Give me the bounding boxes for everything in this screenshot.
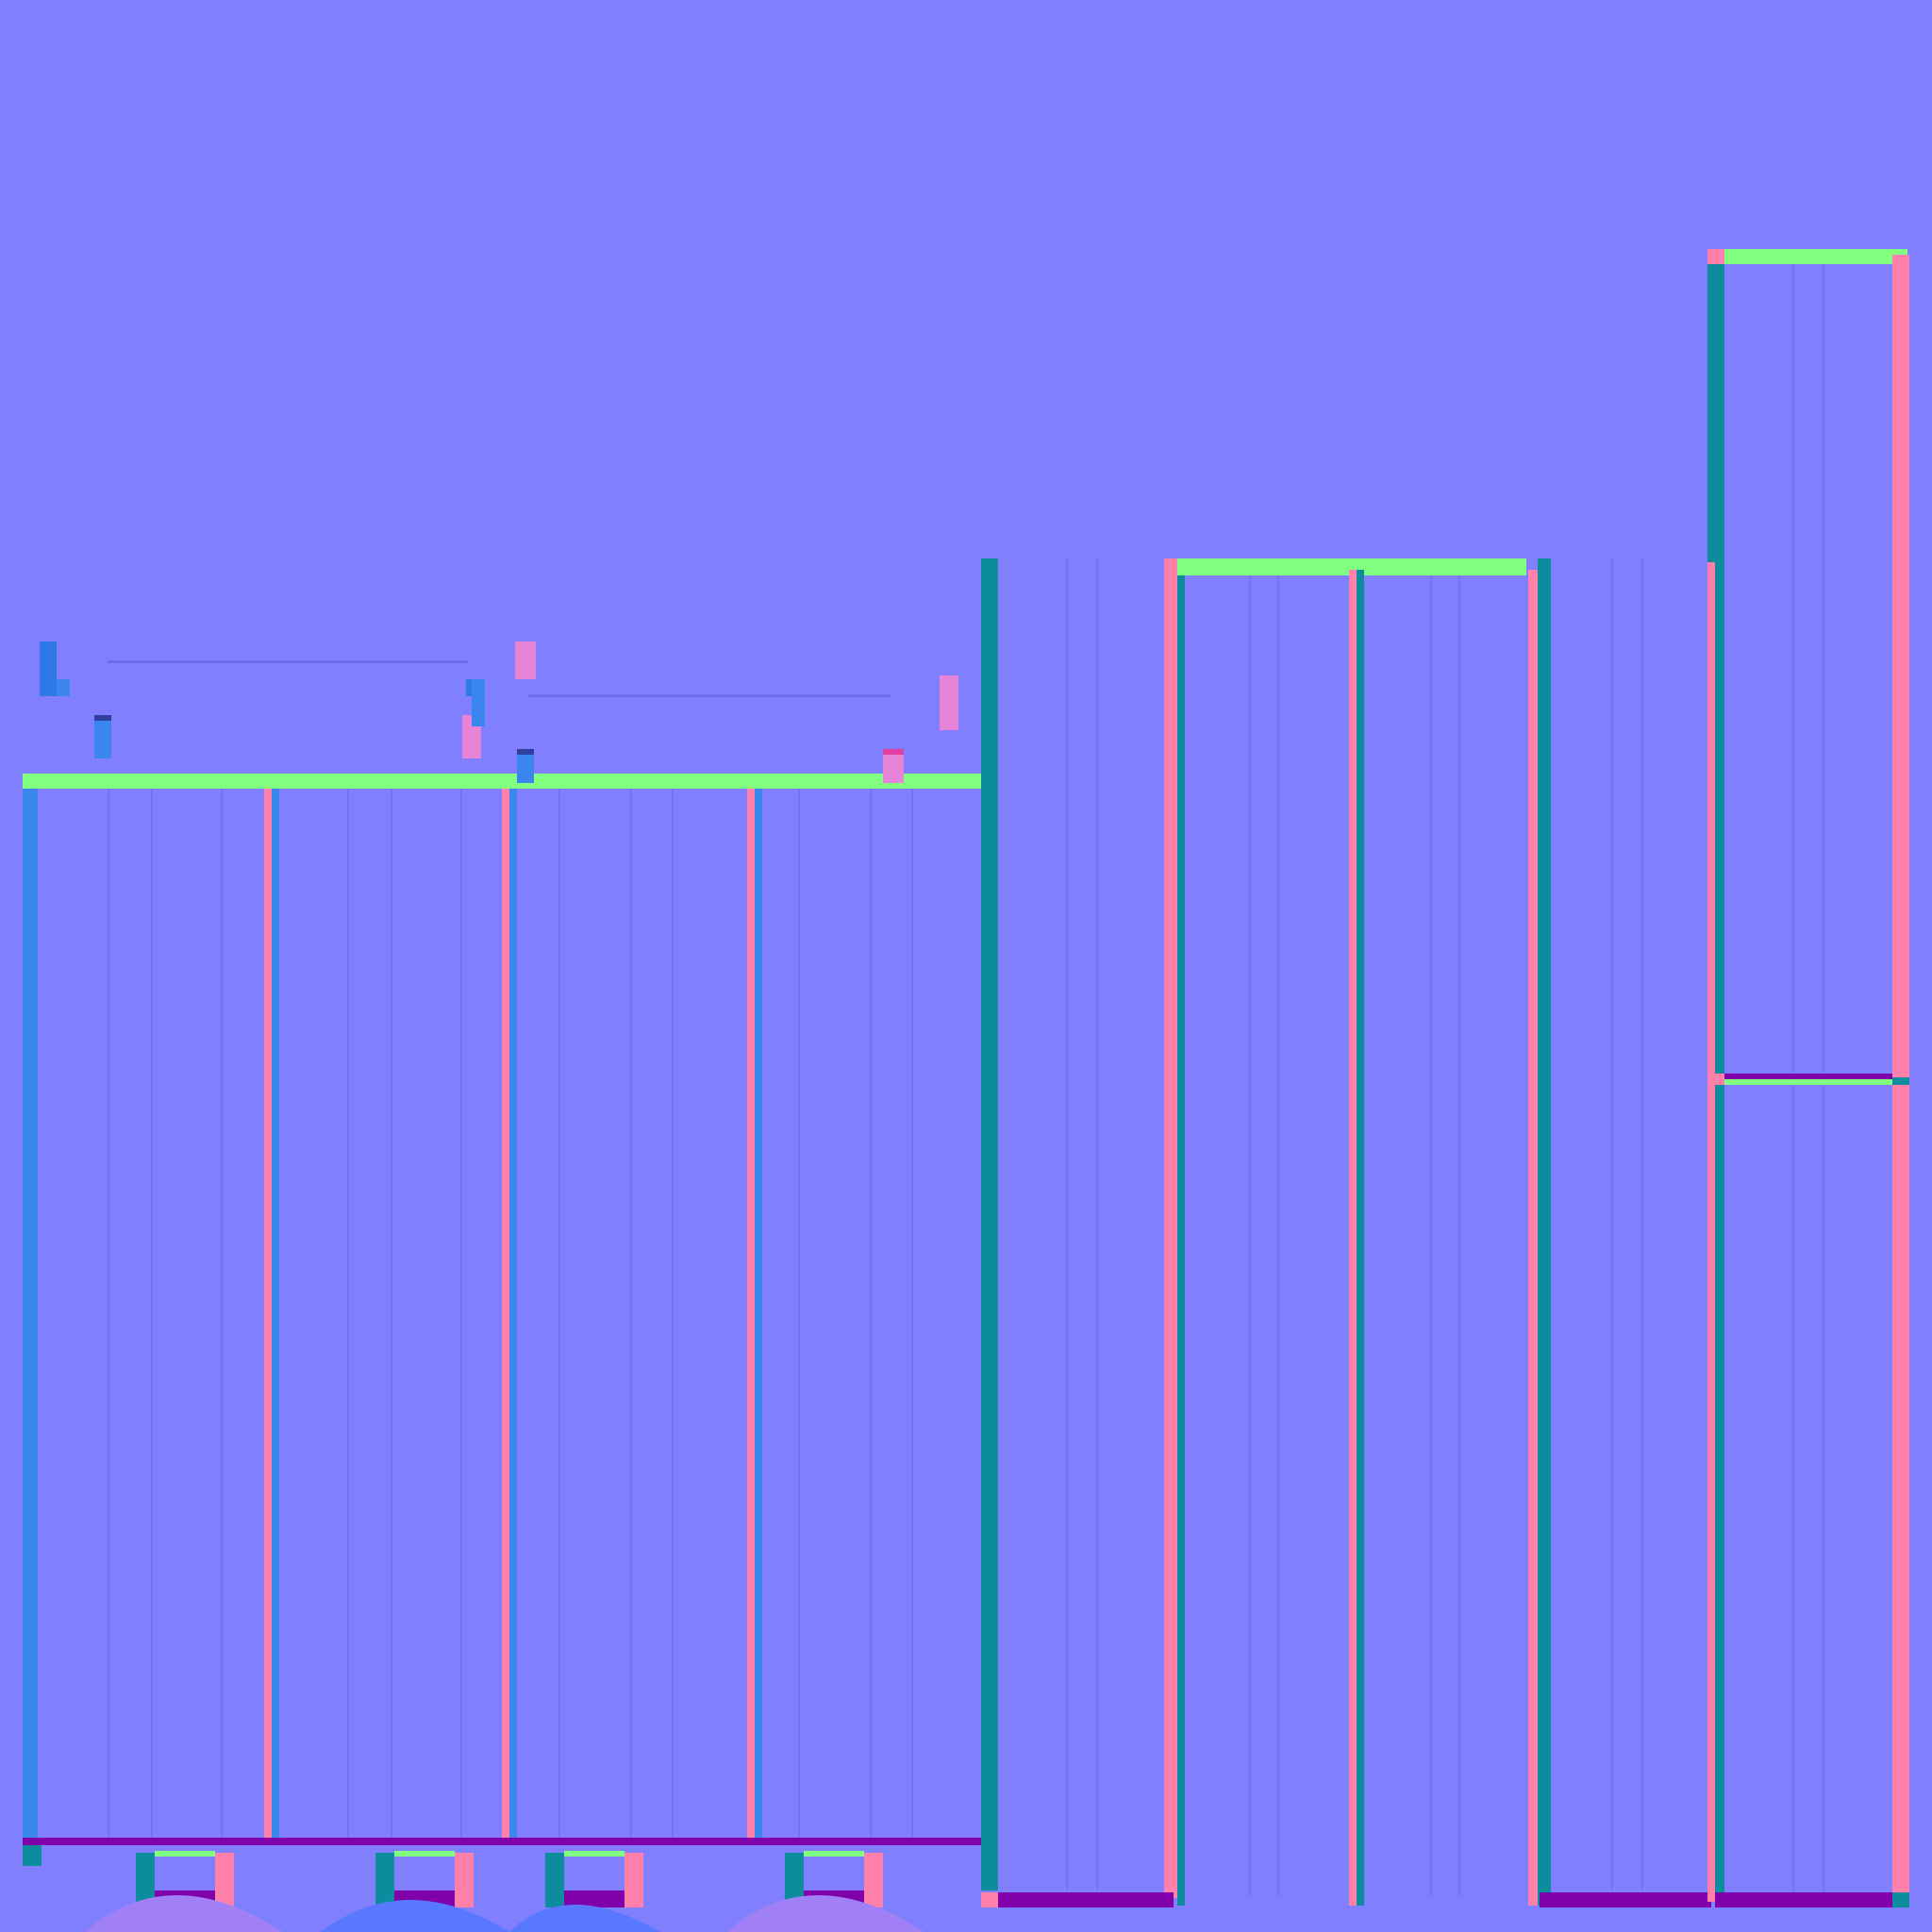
right-bottom-strip bbox=[1715, 1892, 1894, 1907]
slab-left-edge-5 bbox=[509, 789, 517, 1843]
slab-left-bottom-corner-l bbox=[23, 1845, 42, 1866]
slab-left-edge-4 bbox=[502, 789, 509, 1843]
slab-left-edge-6 bbox=[747, 789, 755, 1843]
mid-bottom-strip-b bbox=[1540, 1892, 1711, 1907]
handle-2 bbox=[472, 641, 958, 783]
mid-grooves-d bbox=[1611, 558, 1643, 1890]
foot-3 bbox=[545, 1851, 643, 1907]
slab-group-right bbox=[1707, 249, 1909, 1907]
slab-group-middle bbox=[981, 558, 1711, 1907]
slab-left-bottom-strip bbox=[23, 1838, 991, 1845]
slab-left-edge-3 bbox=[272, 789, 279, 1843]
right-mid-seam-light bbox=[1724, 1079, 1892, 1085]
mid-edge-left bbox=[981, 558, 998, 1890]
slab-left-edge-7 bbox=[755, 789, 762, 1843]
mid-edge-right-a bbox=[1164, 558, 1177, 1898]
mid-bottom-strip-a bbox=[998, 1892, 1174, 1907]
right-top-bevel bbox=[1724, 249, 1907, 264]
slab-left-handles bbox=[40, 641, 958, 783]
slab-left-grooves bbox=[108, 789, 913, 1843]
slab-left-bottom-blobs bbox=[85, 1895, 924, 1932]
slab-left-top-bevel bbox=[23, 774, 991, 789]
slab-left-edge-1 bbox=[23, 789, 38, 1843]
mid-grooves-c bbox=[1430, 575, 1460, 1896]
foot-2 bbox=[375, 1851, 474, 1907]
right-mid-seam-dark bbox=[1724, 1074, 1892, 1079]
slab-left-edge-2 bbox=[264, 789, 272, 1843]
mid-grooves-a bbox=[1066, 558, 1098, 1890]
mid-top-bevel bbox=[1177, 558, 1526, 575]
mid-grooves-b bbox=[1249, 575, 1279, 1896]
